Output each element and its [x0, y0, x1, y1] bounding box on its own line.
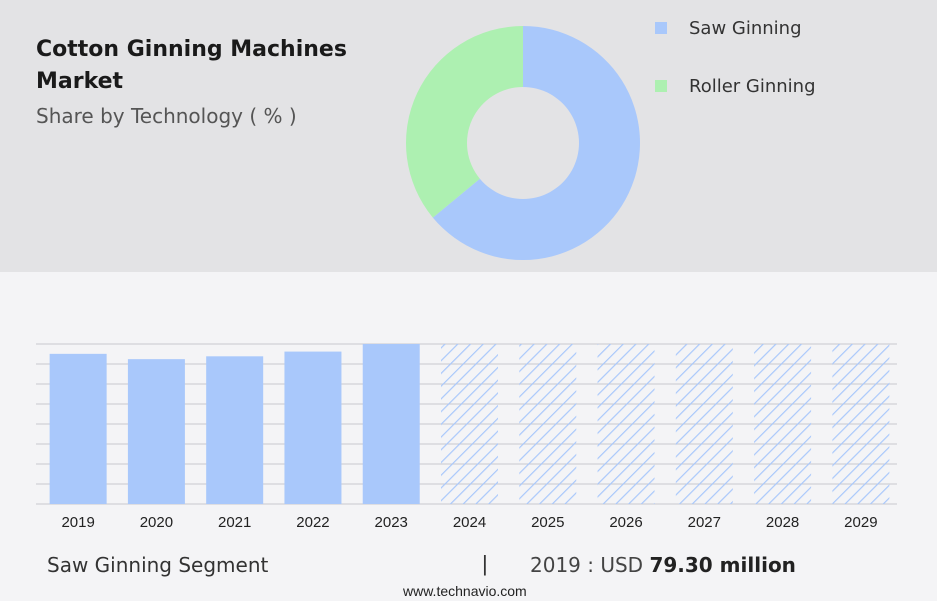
- legend-item-saw-ginning: Saw Ginning: [655, 14, 816, 42]
- donut-slice-saw-ginning: [432, 26, 640, 260]
- bar-2019: [49, 353, 107, 504]
- bar-chart: 2019 2020 2021 2022 2023 2024 2025 2026 2027 2028…: [36, 343, 897, 531]
- tick-label-2025: 2025: [531, 514, 564, 531]
- tick-label-2024: 2024: [453, 514, 486, 531]
- legend-item-roller-ginning: Roller Ginning: [655, 72, 816, 100]
- bar-2020: [127, 359, 185, 504]
- donut-slice-roller-ginning: [405, 26, 523, 218]
- legend: Saw Ginning Roller Ginning: [655, 14, 816, 130]
- tick-label-2019: 2019: [61, 514, 94, 531]
- forecast-bar-2028: [754, 344, 812, 504]
- legend-label-roller: Roller Ginning: [689, 75, 816, 97]
- forecast-bar-2025: [519, 344, 577, 504]
- footer-separator: |: [482, 551, 488, 576]
- chart-subtitle: Share by Technology ( % ): [36, 104, 297, 128]
- tick-label-2021: 2021: [218, 514, 251, 531]
- donut-chart: [405, 26, 640, 260]
- tick-label-2027: 2027: [688, 514, 721, 531]
- tick-label-2029: 2029: [844, 514, 877, 531]
- segment-value-prefix: 2019 : USD: [530, 553, 644, 577]
- segment-label: Saw Ginning Segment: [47, 553, 269, 577]
- segment-value: 2019 : USD 79.30 million: [530, 553, 796, 577]
- tick-label-2023: 2023: [375, 514, 408, 531]
- legend-label-saw: Saw Ginning: [689, 17, 802, 39]
- forecast-bar-2029: [832, 344, 890, 504]
- tick-label-2028: 2028: [766, 514, 799, 531]
- chart-title: Cotton Ginning Machines Market: [36, 37, 347, 94]
- tick-label-2026: 2026: [609, 514, 642, 531]
- tick-label-2022: 2022: [296, 514, 329, 531]
- bar-2022: [284, 351, 342, 504]
- forecast-bar-2024: [441, 344, 498, 504]
- legend-swatch-saw: [655, 22, 667, 34]
- forecast-bar-2026: [597, 344, 655, 504]
- legend-swatch-roller: [655, 80, 667, 92]
- website-link[interactable]: www.technavio.com: [403, 583, 527, 599]
- bar-2023: [362, 344, 420, 504]
- segment-value-amount: 79.30 million: [649, 553, 796, 577]
- tick-label-2020: 2020: [140, 514, 173, 531]
- forecast-bar-2027: [675, 344, 733, 504]
- bar-2021: [206, 356, 264, 504]
